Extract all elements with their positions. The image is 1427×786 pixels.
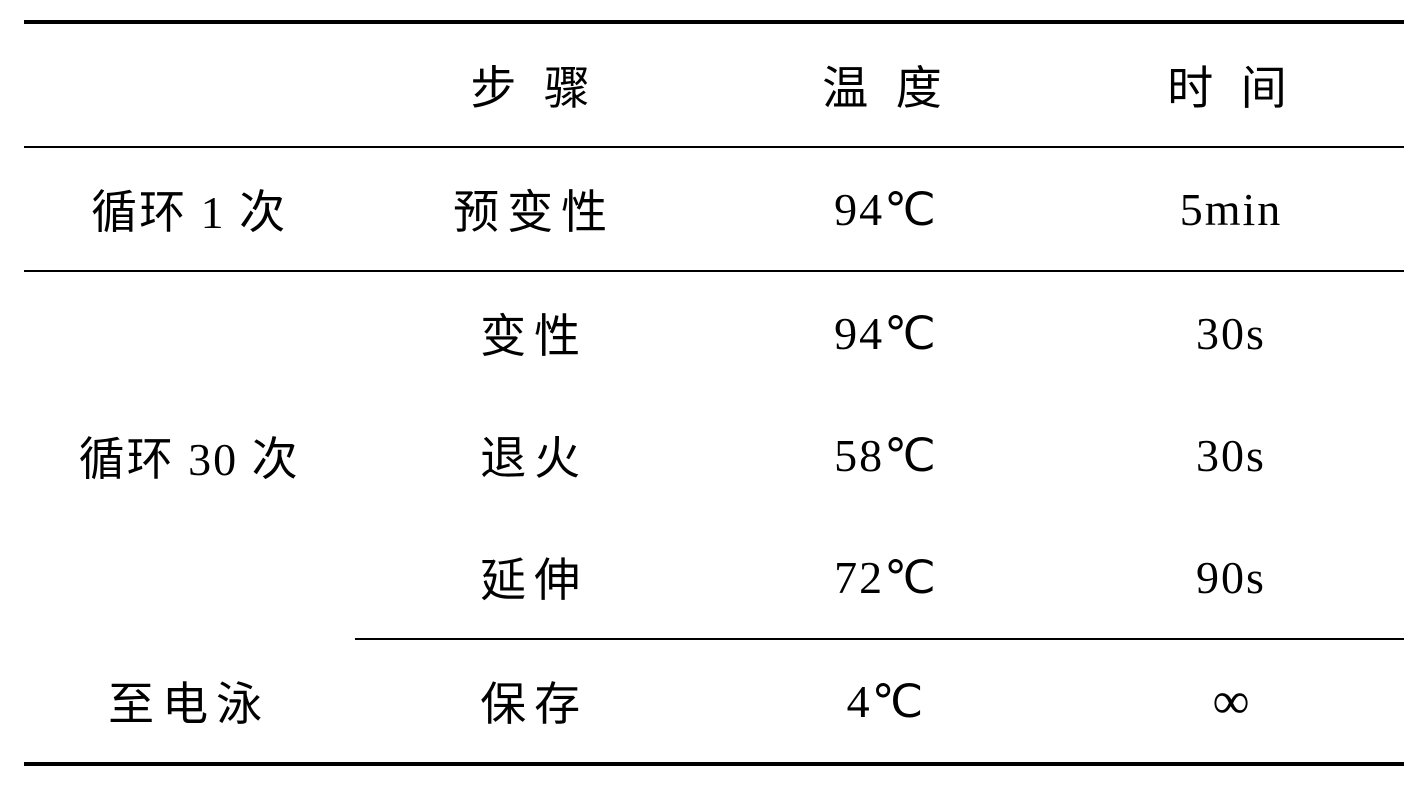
cell-time: 30s <box>1058 394 1403 516</box>
col-header-step: 步 骤 <box>355 22 714 147</box>
table-row: 循环 30 次 变性 94℃ 30s <box>24 271 1404 394</box>
table-row: 循环 1 次 预变性 94℃ 5min <box>24 147 1404 271</box>
cell-time: 5min <box>1058 147 1403 271</box>
cycle-label: 至电泳 <box>24 639 355 764</box>
cell-temp: 58℃ <box>713 394 1058 516</box>
col-header-temp: 温 度 <box>713 22 1058 147</box>
cell-temp: 94℃ <box>713 271 1058 394</box>
cell-step: 变性 <box>355 271 714 394</box>
cell-temp: 94℃ <box>713 147 1058 271</box>
cell-step: 保存 <box>355 639 714 764</box>
cell-step: 预变性 <box>355 147 714 271</box>
cycle-label: 循环 30 次 <box>24 271 355 639</box>
cell-temp: 4℃ <box>713 639 1058 764</box>
cell-step: 延伸 <box>355 516 714 639</box>
cycle-label: 循环 1 次 <box>24 147 355 271</box>
cell-time: ∞ <box>1058 639 1403 764</box>
cell-time: 30s <box>1058 271 1403 394</box>
table-header-row: 步 骤 温 度 时 间 <box>24 22 1404 147</box>
col-header-cycle <box>24 22 355 147</box>
col-header-time: 时 间 <box>1058 22 1403 147</box>
table-row: 至电泳 保存 4℃ ∞ <box>24 639 1404 764</box>
cell-time: 90s <box>1058 516 1403 639</box>
cell-step: 退火 <box>355 394 714 516</box>
table: 步 骤 温 度 时 间 循环 1 次 预变性 94℃ 5min 循环 30 次 … <box>24 20 1404 766</box>
pcr-program-table: 步 骤 温 度 时 间 循环 1 次 预变性 94℃ 5min 循环 30 次 … <box>24 20 1404 766</box>
cell-temp: 72℃ <box>713 516 1058 639</box>
